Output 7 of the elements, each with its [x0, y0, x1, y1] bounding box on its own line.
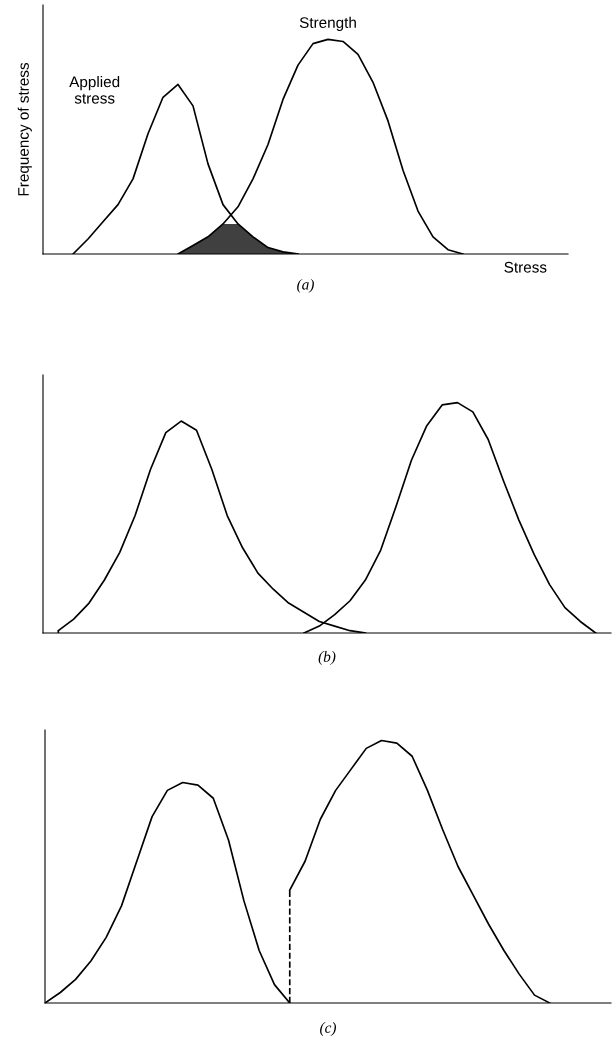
text: (b): [318, 651, 336, 665]
text: (a): [297, 278, 314, 293]
text: (c): [320, 1022, 337, 1036]
x-axis-title: Stress: [504, 261, 547, 273]
text: Applied stress: [69, 76, 120, 104]
series-label: Strength: [299, 16, 356, 32]
y-axis-title: Frequency of stress: [17, 62, 32, 196]
